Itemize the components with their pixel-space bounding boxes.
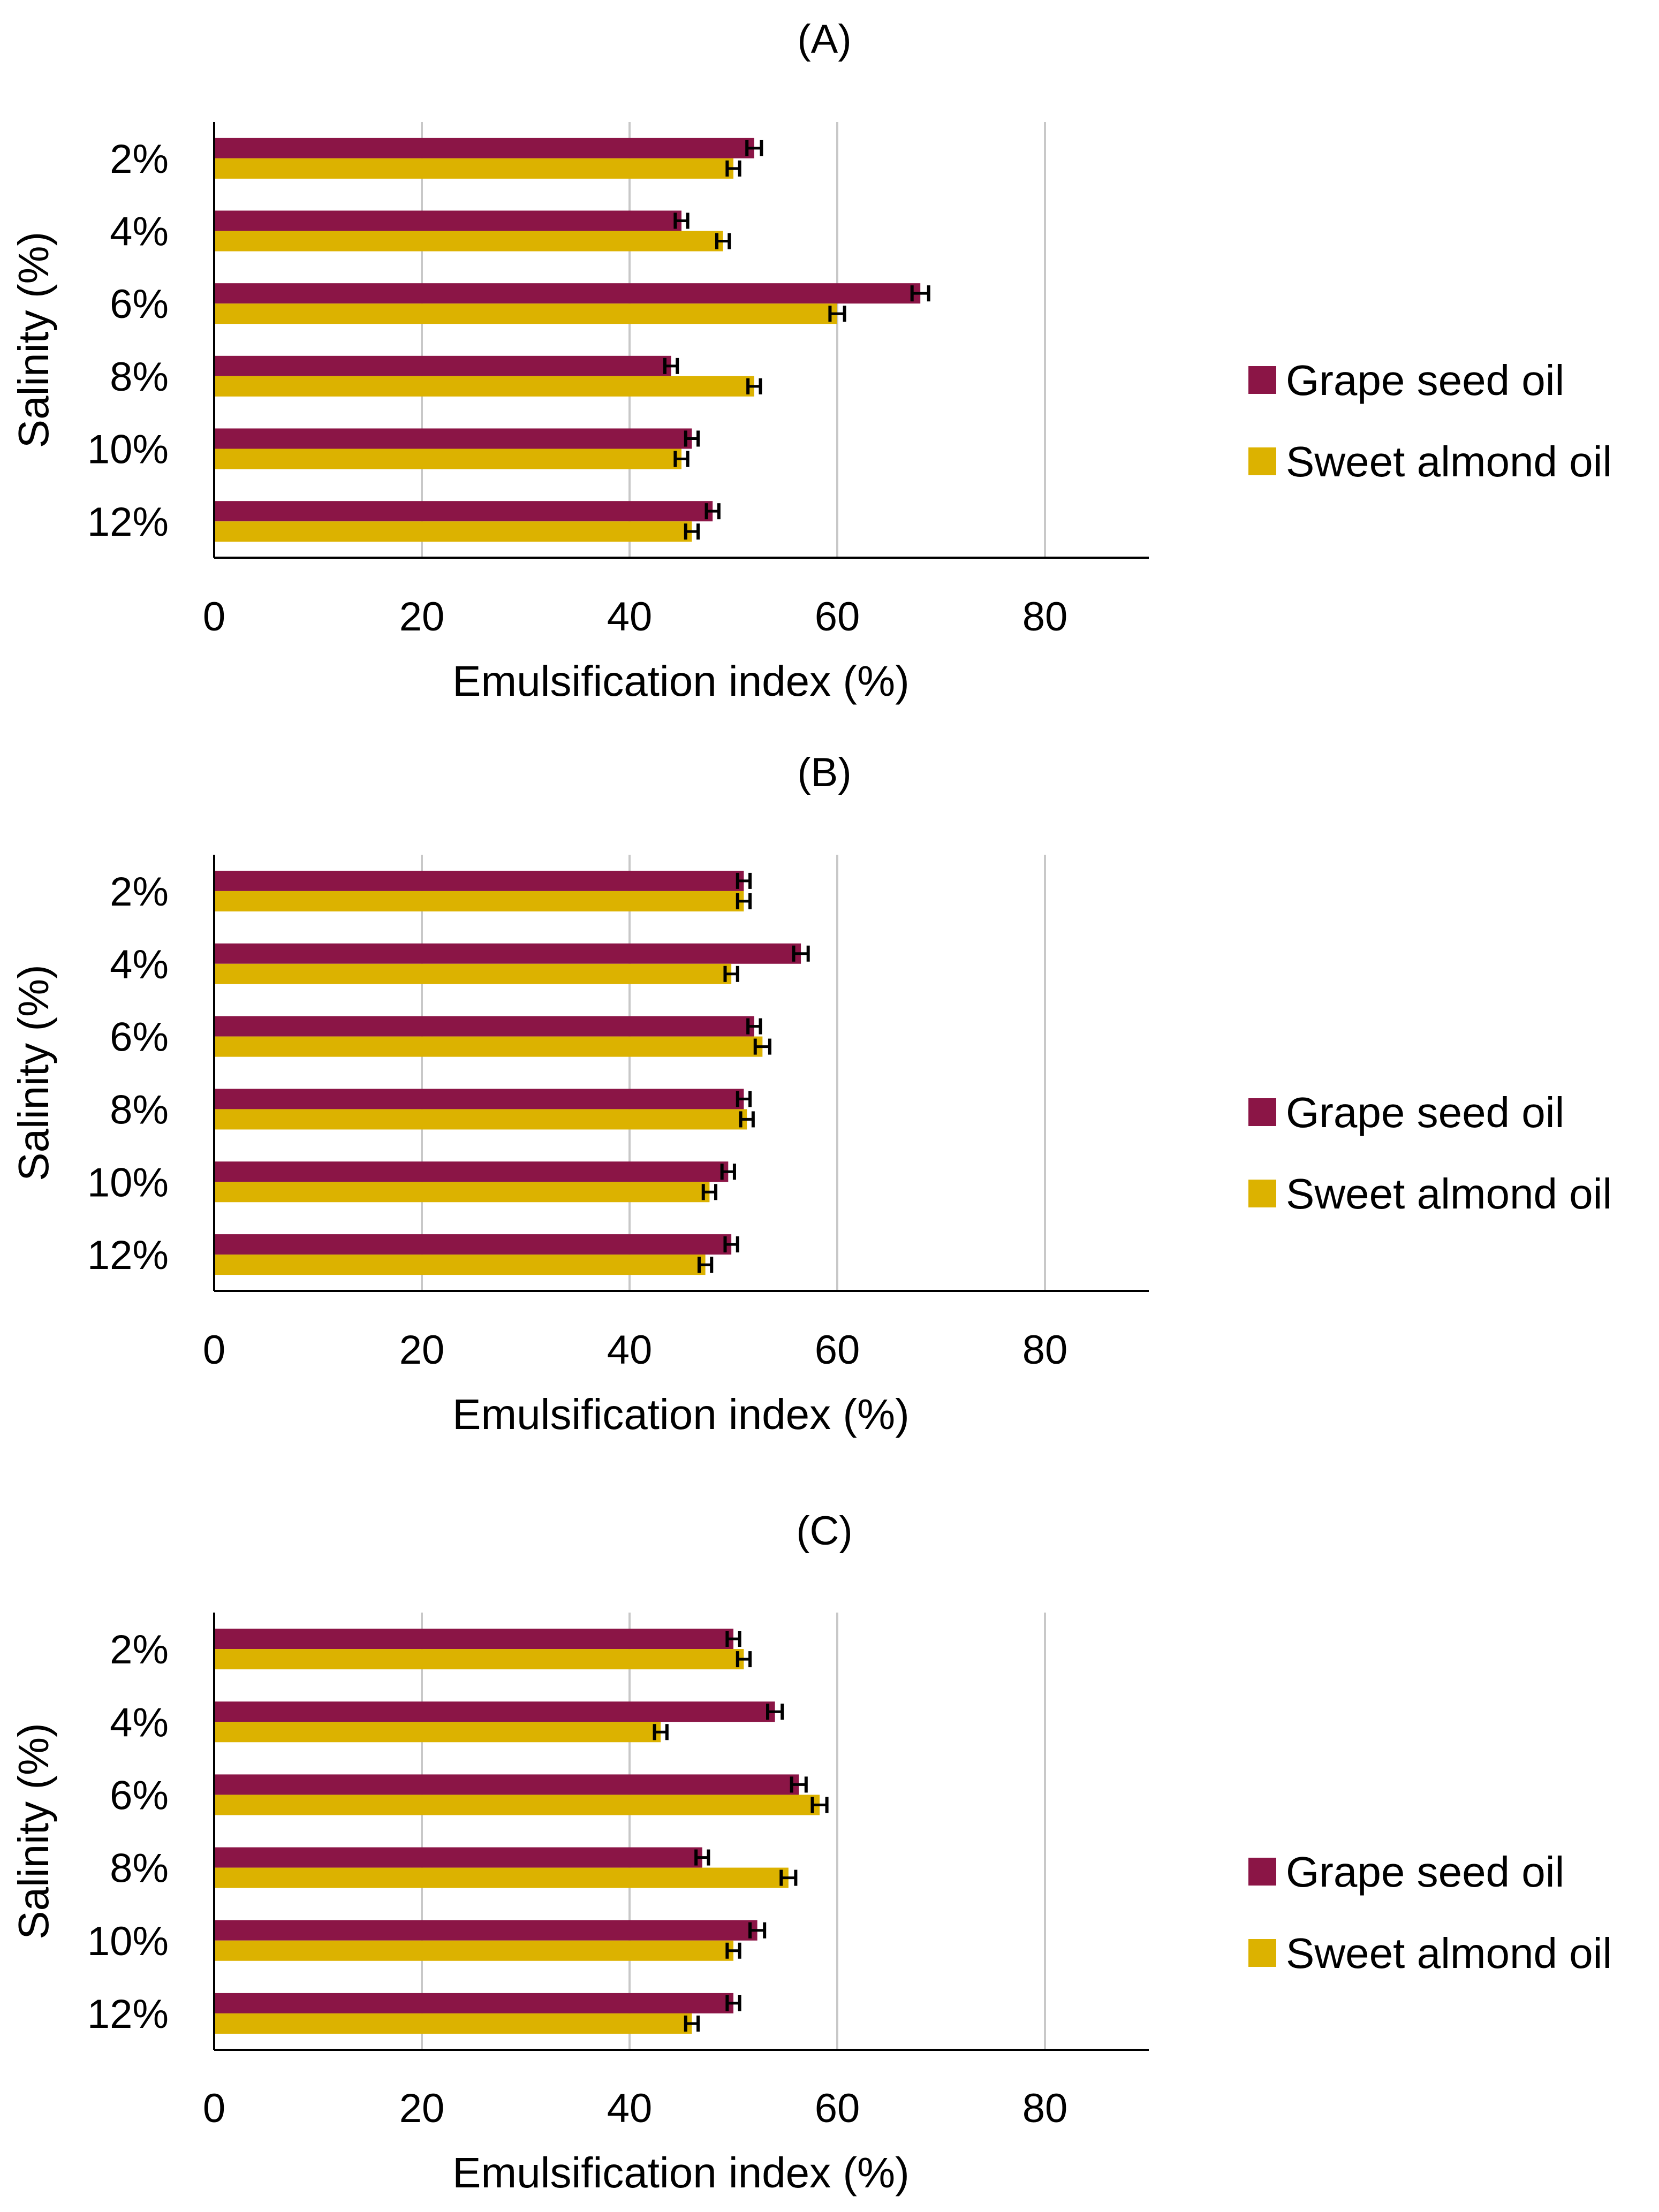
bar-grape-seed-oil-6pct — [214, 1774, 799, 1795]
legend-swatch — [1248, 1098, 1276, 1126]
legend-swatch — [1248, 447, 1276, 475]
bar-grape-seed-oil-12pct — [214, 1234, 732, 1255]
x-tick-label: 20 — [399, 1327, 445, 1373]
bar-sweet-almond-oil-12pct — [214, 2013, 692, 2034]
panel-label: (B) — [797, 750, 851, 795]
legend-swatch — [1248, 1858, 1276, 1886]
legend-label: Grape seed oil — [1286, 1848, 1564, 1896]
bar-sweet-almond-oil-10pct — [214, 1182, 710, 1203]
x-axis-title: Emulsification index (%) — [452, 2149, 910, 2196]
y-tick-label: 8% — [110, 354, 169, 400]
bar-grape-seed-oil-12pct — [214, 1993, 733, 2013]
y-tick-label: 12% — [87, 499, 169, 545]
bar-grape-seed-oil-2pct — [214, 870, 744, 891]
y-tick-label: 4% — [110, 209, 169, 255]
bar-sweet-almond-oil-6pct — [214, 1036, 763, 1057]
legend-label: Sweet almond oil — [1286, 1929, 1612, 1977]
bar-grape-seed-oil-2pct — [214, 138, 754, 158]
bar-sweet-almond-oil-8pct — [214, 376, 754, 397]
bar-sweet-almond-oil-4pct — [214, 1722, 661, 1743]
bar-grape-seed-oil-8pct — [214, 355, 671, 376]
bar-grape-seed-oil-8pct — [214, 1089, 744, 1109]
chart-panel: (A) 2% 4% 6% 8% 10% 12% 0 20 40 60 80 Emulsification… — [10, 17, 1612, 705]
legend-swatch — [1248, 1939, 1276, 1967]
bar-grape-seed-oil-10pct — [214, 428, 692, 449]
legend: Grape seed oil Sweet almond oil — [1248, 1848, 1612, 1977]
x-axis-title: Emulsification index (%) — [452, 657, 910, 705]
y-tick-label: 2% — [110, 136, 169, 182]
x-tick-label: 0 — [203, 1327, 225, 1373]
y-tick-label: 6% — [110, 1015, 169, 1060]
x-tick-label: 20 — [399, 594, 445, 640]
chart-panel: (C) 2% 4% 6% 8% 10% 12% 0 20 40 60 80 Emulsification… — [10, 1508, 1612, 2196]
bar-sweet-almond-oil-8pct — [214, 1867, 789, 1888]
y-tick-label: 6% — [110, 1773, 169, 1818]
x-tick-label: 80 — [1022, 1327, 1068, 1373]
x-tick-label: 60 — [815, 1327, 860, 1373]
x-axis-title: Emulsification index (%) — [452, 1390, 910, 1438]
legend-label: Grape seed oil — [1286, 356, 1564, 404]
bar-grape-seed-oil-4pct — [214, 1701, 775, 1722]
legend-label: Sweet almond oil — [1286, 1170, 1612, 1218]
x-tick-label: 0 — [203, 594, 225, 640]
y-tick-label: 10% — [87, 427, 169, 473]
y-axis-title: Salinity (%) — [10, 964, 57, 1181]
x-tick-label: 40 — [607, 2086, 653, 2131]
bar-grape-seed-oil-8pct — [214, 1847, 702, 1868]
x-tick-label: 0 — [203, 2086, 225, 2131]
bar-grape-seed-oil-6pct — [214, 1016, 754, 1037]
x-tick-label: 80 — [1022, 2086, 1068, 2131]
bar-grape-seed-oil-10pct — [214, 1920, 757, 1941]
bar-sweet-almond-oil-12pct — [214, 521, 692, 542]
y-tick-label: 6% — [110, 282, 169, 327]
y-tick-label: 2% — [110, 1627, 169, 1673]
bar-sweet-almond-oil-10pct — [214, 1940, 733, 1961]
bar-grape-seed-oil-12pct — [214, 501, 713, 522]
bar-sweet-almond-oil-6pct — [214, 303, 837, 324]
y-tick-label: 4% — [110, 1700, 169, 1745]
x-tick-label: 40 — [607, 594, 653, 640]
legend: Grape seed oil Sweet almond oil — [1248, 1089, 1612, 1218]
x-tick-label: 60 — [815, 594, 860, 640]
legend-label: Sweet almond oil — [1286, 438, 1612, 485]
legend-swatch — [1248, 1180, 1276, 1207]
legend-swatch — [1248, 366, 1276, 394]
bar-grape-seed-oil-4pct — [214, 210, 681, 231]
y-tick-label: 12% — [87, 1233, 169, 1278]
bar-sweet-almond-oil-6pct — [214, 1795, 820, 1815]
y-axis-title: Salinity (%) — [10, 1723, 57, 1940]
bar-sweet-almond-oil-2pct — [214, 891, 744, 911]
bar-grape-seed-oil-6pct — [214, 283, 921, 304]
bar-grape-seed-oil-4pct — [214, 943, 801, 964]
x-tick-label: 80 — [1022, 594, 1068, 640]
panel-label: (A) — [797, 17, 851, 62]
y-tick-label: 10% — [87, 1160, 169, 1205]
bar-grape-seed-oil-10pct — [214, 1161, 729, 1182]
bar-sweet-almond-oil-2pct — [214, 158, 733, 179]
y-tick-label: 8% — [110, 1846, 169, 1891]
panel-label: (C) — [796, 1508, 853, 1554]
legend: Grape seed oil Sweet almond oil — [1248, 356, 1612, 485]
chart-panel: (B) 2% 4% 6% 8% 10% 12% 0 20 40 60 80 Emulsification… — [10, 750, 1612, 1438]
x-tick-label: 20 — [399, 2086, 445, 2131]
bar-sweet-almond-oil-8pct — [214, 1109, 747, 1130]
bar-sweet-almond-oil-4pct — [214, 963, 732, 984]
bar-sweet-almond-oil-10pct — [214, 449, 681, 469]
y-tick-label: 10% — [87, 1919, 169, 1964]
y-tick-label: 8% — [110, 1087, 169, 1132]
y-axis-title: Salinity (%) — [10, 232, 57, 449]
x-tick-label: 60 — [815, 2086, 860, 2131]
bar-sweet-almond-oil-12pct — [214, 1255, 706, 1275]
x-tick-label: 40 — [607, 1327, 653, 1373]
bar-sweet-almond-oil-4pct — [214, 231, 723, 252]
legend-label: Grape seed oil — [1286, 1089, 1564, 1136]
y-tick-label: 12% — [87, 1991, 169, 2037]
y-tick-label: 4% — [110, 942, 169, 987]
bar-grape-seed-oil-2pct — [214, 1629, 733, 1650]
bar-sweet-almond-oil-2pct — [214, 1649, 744, 1670]
y-tick-label: 2% — [110, 869, 169, 915]
